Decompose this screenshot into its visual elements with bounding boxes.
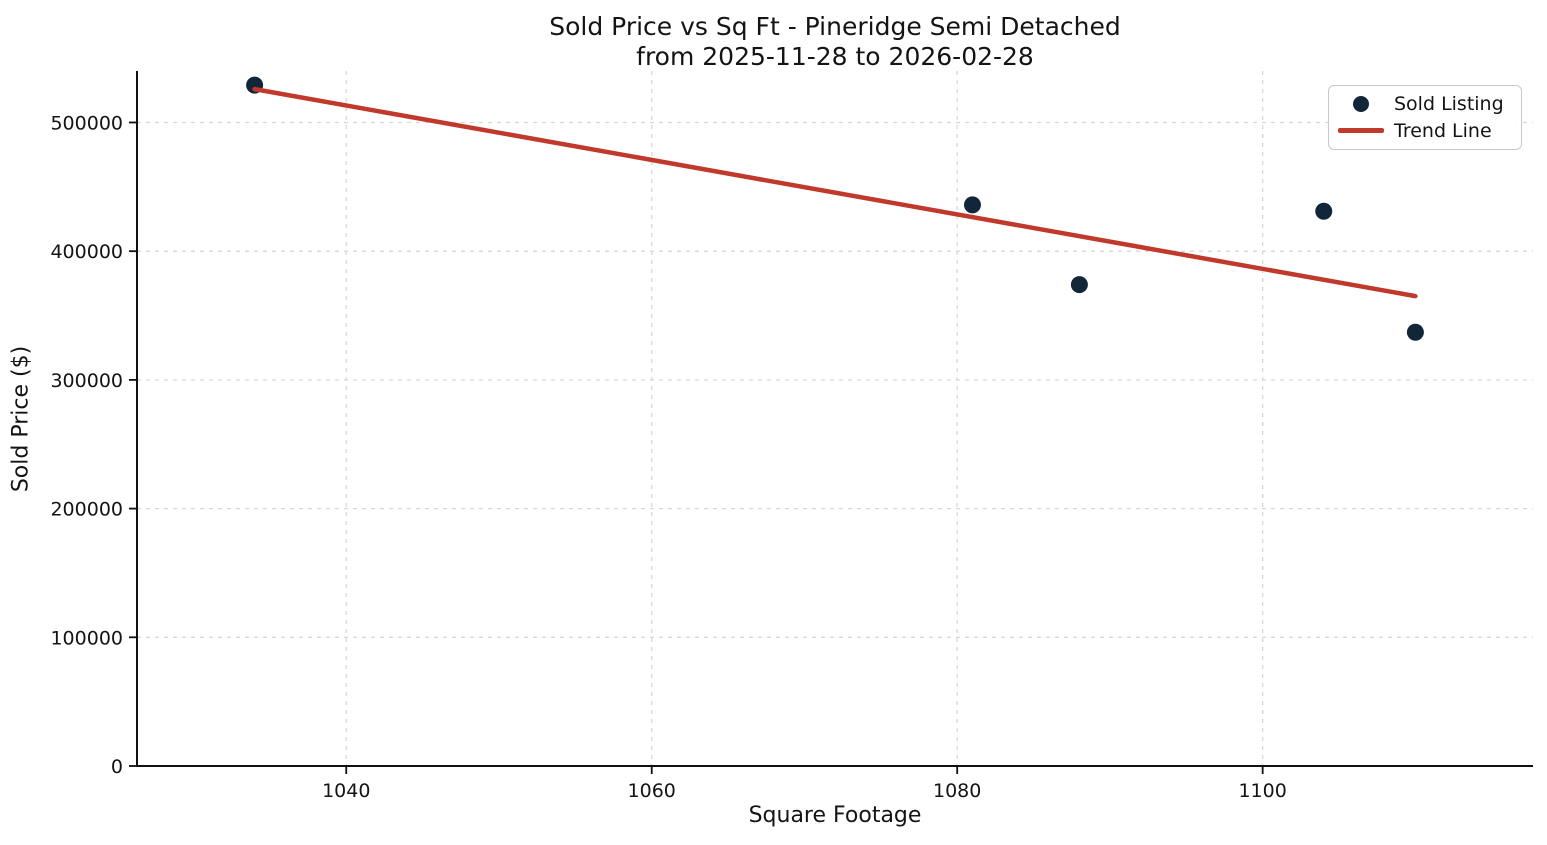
- y-tick-label: 0: [111, 756, 123, 778]
- sold-listing-point: [1315, 202, 1333, 220]
- y-tick-label: 200000: [50, 499, 123, 521]
- x-axis-label: Square Footage: [748, 803, 922, 828]
- chart-title-line1: Sold Price vs Sq Ft - Pineridge Semi Det…: [549, 12, 1121, 41]
- x-tick-label: 1080: [933, 780, 981, 802]
- chart-title: Sold Price vs Sq Ft - Pineridge Semi Det…: [137, 12, 1533, 72]
- legend-label-sold-listing: Sold Listing: [1394, 93, 1504, 116]
- sold-listing-point: [1406, 323, 1424, 341]
- y-tick-label: 300000: [50, 370, 123, 392]
- legend-label-trend-line: Trend Line: [1394, 119, 1492, 142]
- x-tick-label: 1100: [1238, 780, 1286, 802]
- sold-listing-point: [1070, 276, 1088, 294]
- legend-item-sold-listing: Sold Listing: [1337, 92, 1513, 117]
- legend: Sold Listing Trend Line: [1328, 85, 1522, 150]
- trend-line: [252, 86, 1418, 299]
- y-tick-label: 400000: [50, 241, 123, 263]
- legend-item-trend-line: Trend Line: [1337, 118, 1513, 143]
- y-tick-label: 100000: [50, 627, 123, 649]
- trend-line-marker-icon: [1337, 128, 1385, 134]
- sold-listing-point: [963, 196, 981, 214]
- y-tick-label: 500000: [50, 112, 123, 134]
- chart-title-line2: from 2025-11-28 to 2026-02-28: [636, 42, 1034, 71]
- y-axis-label: Sold Price ($): [8, 345, 34, 493]
- x-tick-label: 1060: [628, 780, 676, 802]
- sold-listing-marker-icon: [1337, 96, 1385, 113]
- x-tick-label: 1040: [322, 780, 370, 802]
